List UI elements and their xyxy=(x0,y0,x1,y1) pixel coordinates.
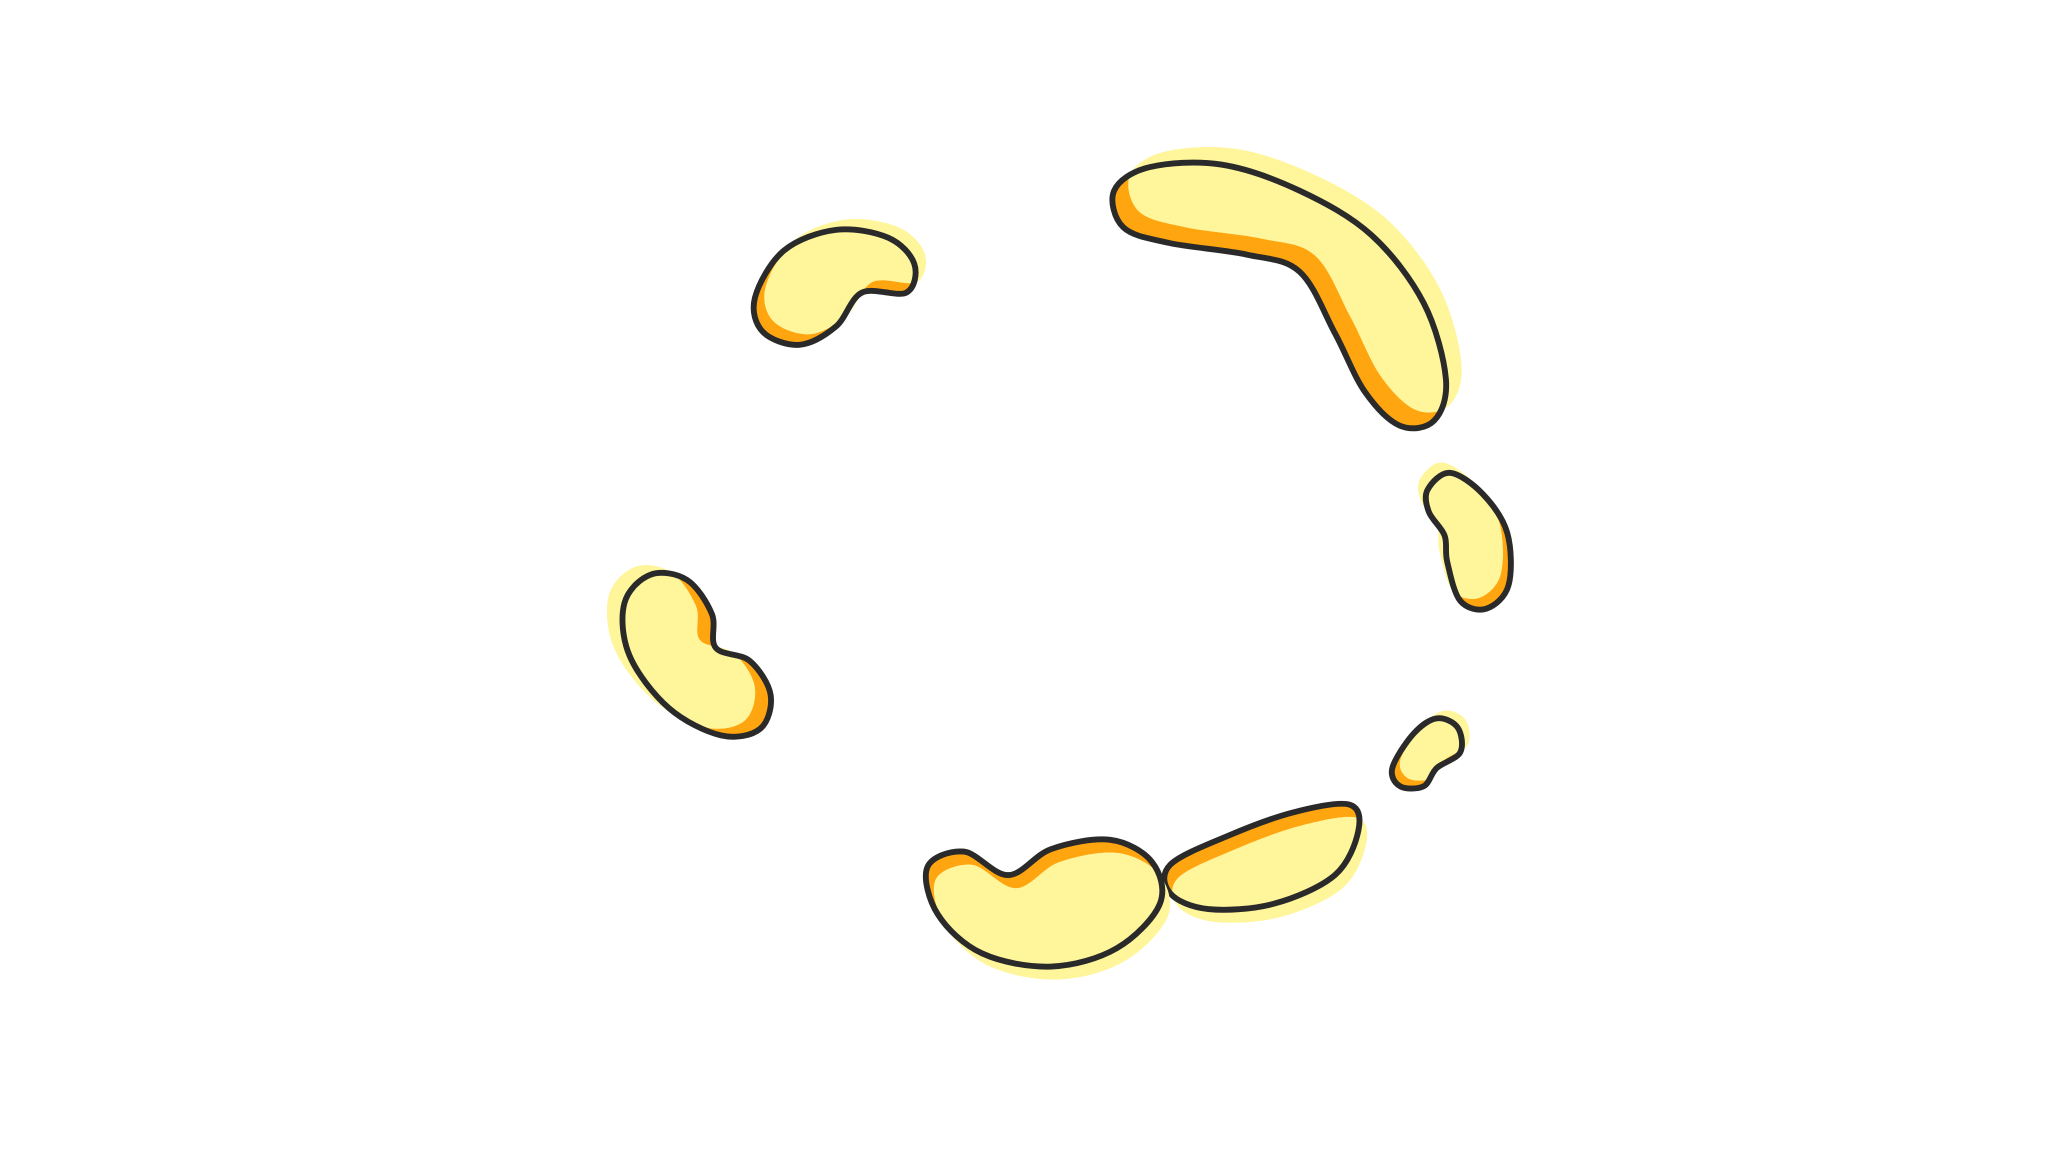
blob xyxy=(1417,462,1514,613)
blob-highlight xyxy=(764,218,927,335)
blob-outline xyxy=(619,569,774,740)
blob-outline xyxy=(1422,469,1514,613)
blob-highlight xyxy=(1399,710,1470,781)
blob-outline xyxy=(1388,715,1465,792)
blob xyxy=(1109,146,1462,432)
blob xyxy=(1388,710,1470,792)
blob xyxy=(922,836,1171,980)
blob-outline xyxy=(1109,159,1450,432)
blob-highlight xyxy=(606,565,756,729)
blob xyxy=(1161,800,1368,923)
blob-highlight xyxy=(1128,146,1462,413)
blob-outline xyxy=(750,226,919,348)
blob-highlight xyxy=(1172,816,1368,923)
blob-outline xyxy=(1161,800,1363,913)
blob-highlight xyxy=(933,852,1171,980)
blob-outline xyxy=(922,836,1166,970)
blob xyxy=(750,218,927,348)
blob xyxy=(606,565,774,740)
